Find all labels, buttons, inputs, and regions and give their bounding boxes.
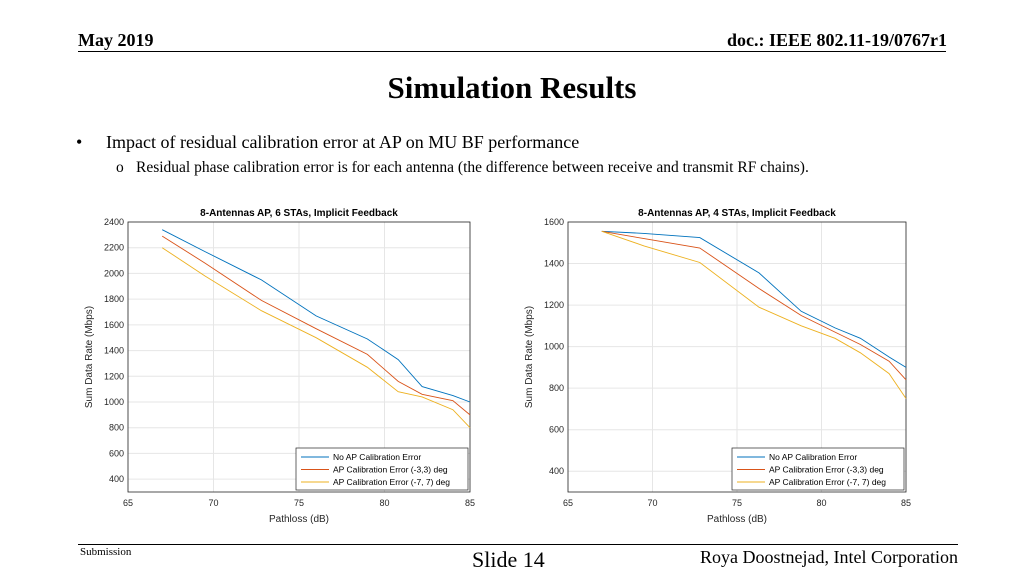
legend-label: AP Calibration Error (-3,3) deg — [333, 465, 448, 475]
x-tick-label: 75 — [294, 498, 304, 508]
x-tick-label: 70 — [208, 498, 218, 508]
series-line — [601, 230, 907, 381]
y-tick-label: 600 — [109, 448, 124, 458]
x-tick-label: 85 — [465, 498, 475, 508]
y-tick-label: 800 — [549, 383, 564, 393]
y-tick-label: 1600 — [544, 217, 564, 227]
x-tick-label: 75 — [732, 498, 742, 508]
sub-bullet-marker: o — [116, 159, 124, 176]
bullet-main: • Impact of residual calibration error at… — [76, 132, 579, 153]
y-tick-label: 2200 — [104, 243, 124, 253]
x-tick-label: 65 — [563, 498, 573, 508]
slide-number: Slide 14 — [472, 547, 545, 572]
y-tick-label: 400 — [549, 466, 564, 476]
y-tick-label: 1200 — [544, 300, 564, 310]
x-tick-label: 65 — [123, 498, 133, 508]
footer-submission: Submission — [80, 546, 132, 558]
legend-box — [295, 447, 469, 491]
header-rule — [78, 51, 946, 52]
footer-rule — [78, 544, 958, 545]
y-tick-label: 2000 — [104, 268, 124, 278]
y-tick-label: 1400 — [104, 346, 124, 356]
x-tick-label: 80 — [816, 498, 826, 508]
legend-label: No AP Calibration Error — [769, 452, 857, 462]
chart-title: 8-Antennas AP, 6 STAs, Implicit Feedback — [200, 208, 398, 219]
bullet-main-text: Impact of residual calibration error at … — [106, 132, 580, 152]
plot-frame — [127, 221, 471, 493]
chart-4-stas: 65 70 75 80 85 400 600 800 1000 1200 1400 1600 8-Ant… — [524, 208, 911, 525]
x-axis-label: Pathloss (dB) — [269, 514, 329, 525]
y-tick-label: 1800 — [104, 294, 124, 304]
chart-6-stas: 65 70 75 80 85 400 600 800 1000 1200 1400 1600 1800 2… — [84, 208, 475, 525]
bullet-sub-text: Residual phase calibration error is for … — [136, 159, 809, 176]
legend-box — [731, 447, 905, 491]
x-axis-label: Pathloss (dB) — [707, 514, 767, 525]
y-tick-label: 1200 — [104, 371, 124, 381]
bullet-sub: o Residual phase calibration error is for… — [116, 159, 809, 177]
chart-title: 8-Antennas AP, 4 STAs, Implicit Feedback — [638, 208, 836, 219]
y-tick-label: 800 — [109, 423, 124, 433]
y-tick-label: 1400 — [544, 259, 564, 269]
header-doc-id: doc.: IEEE 802.11-19/0767r1 — [726, 30, 947, 50]
legend-label: AP Calibration Error (-3,3) deg — [769, 465, 884, 475]
plot-frame — [567, 221, 907, 493]
legend-label: AP Calibration Error (-7, 7) deg — [333, 477, 450, 487]
x-tick-label: 70 — [647, 498, 657, 508]
y-tick-label: 1000 — [104, 397, 124, 407]
y-tick-label: 1000 — [544, 342, 564, 352]
series-line — [161, 235, 471, 416]
y-tick-label: 1600 — [104, 320, 124, 330]
y-tick-label: 400 — [109, 474, 124, 484]
x-tick-label: 85 — [901, 498, 911, 508]
header-date: May 2019 — [78, 30, 154, 50]
series-line — [161, 229, 471, 403]
footer-author: Roya Doostnejad, Intel Corporation — [700, 547, 958, 567]
y-axis-label: Sum Data Rate (Mbps) — [84, 306, 95, 408]
series-line — [601, 230, 907, 368]
legend-label: AP Calibration Error (-7, 7) deg — [769, 477, 886, 487]
y-axis-label: Sum Data Rate (Mbps) — [524, 306, 535, 408]
series-line — [161, 247, 471, 429]
y-tick-label: 600 — [549, 425, 564, 435]
bullet-marker: • — [76, 132, 83, 152]
y-tick-label: 2400 — [104, 217, 124, 227]
x-tick-label: 80 — [379, 498, 389, 508]
series-line — [601, 230, 907, 399]
legend-label: No AP Calibration Error — [333, 452, 421, 462]
slide-title: Simulation Results — [387, 70, 637, 105]
